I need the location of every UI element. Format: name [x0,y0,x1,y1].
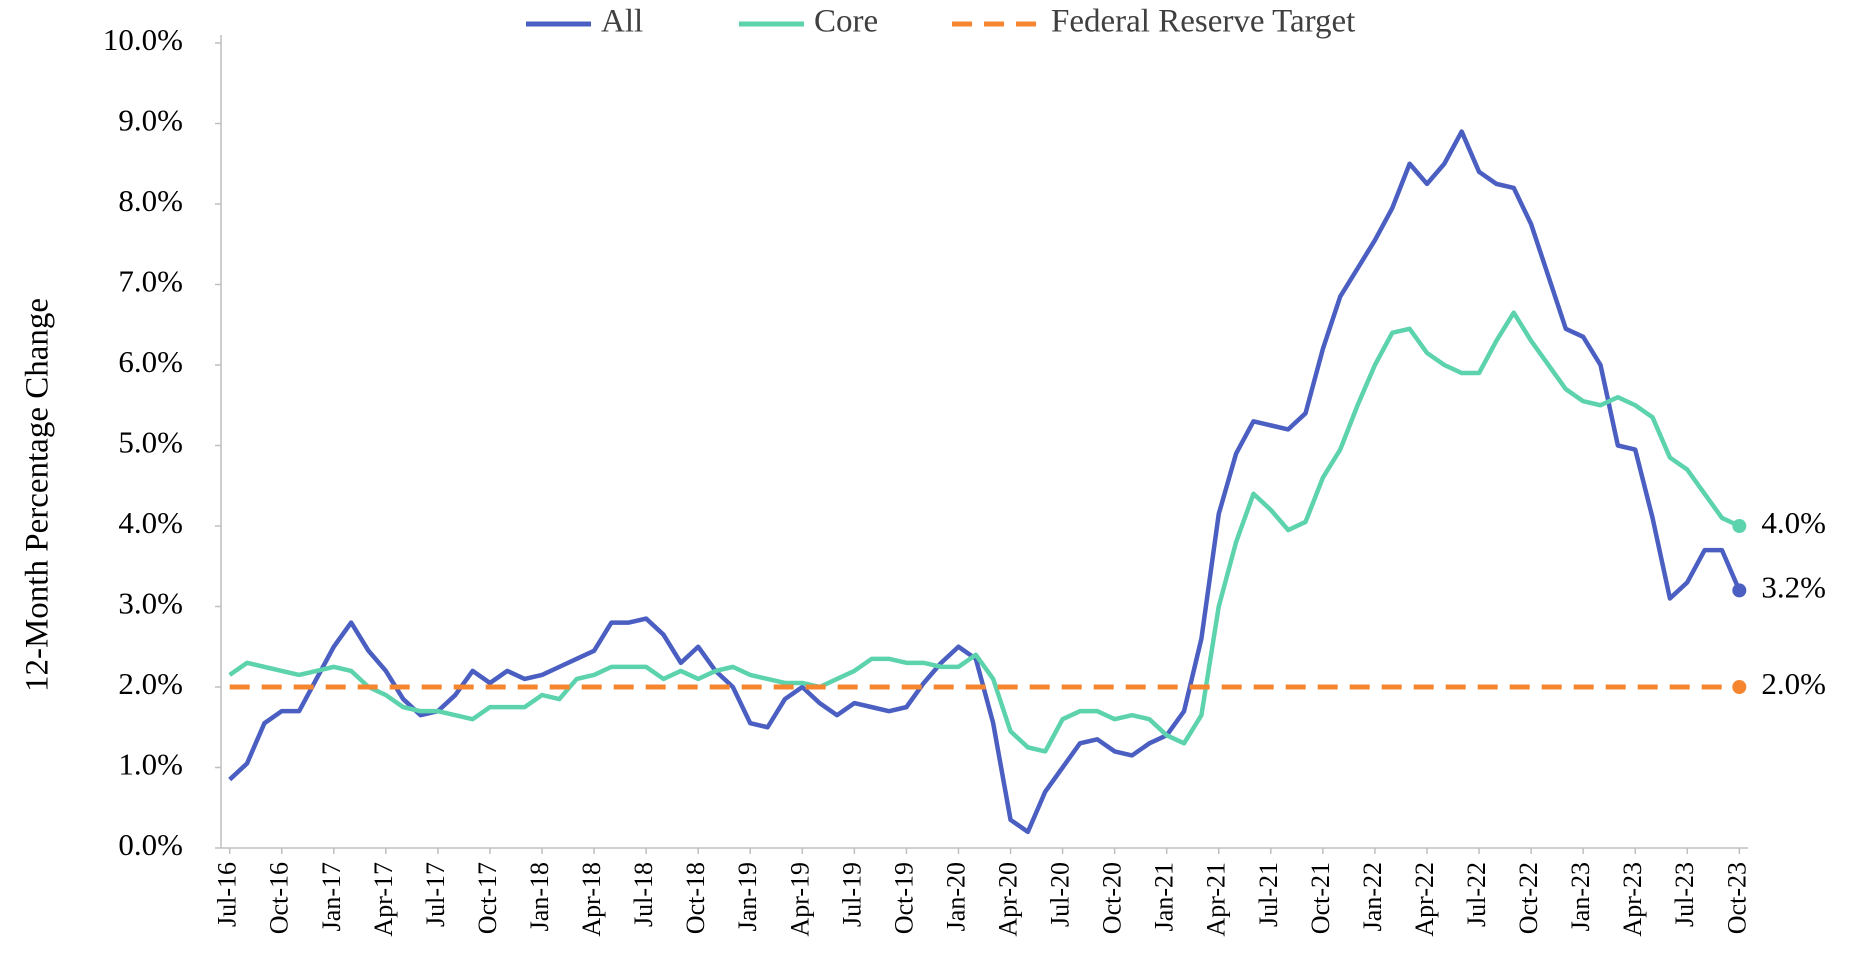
x-tick-label: Oct-21 [1306,862,1335,934]
y-tick-label: 6.0% [118,344,183,379]
x-tick-label: Jan-22 [1358,862,1387,931]
x-tick-label: Oct-20 [1098,862,1127,934]
x-tick-label: Apr-23 [1618,862,1647,937]
x-tick-label: Jul-17 [421,862,450,927]
x-tick-label: Oct-18 [681,862,710,934]
end-point [1732,519,1747,533]
legend-label: Federal Reserve Target [1051,4,1355,40]
x-tick-label: Apr-19 [785,862,814,937]
x-tick-label: Apr-17 [369,862,398,937]
x-tick-label: Oct-16 [265,862,294,934]
x-tick-label: Jul-22 [1462,862,1491,927]
x-tick-label: Oct-17 [473,862,502,934]
y-tick-label: 4.0% [118,505,183,540]
x-tick-label: Jan-20 [941,862,970,931]
x-tick-label: Jul-20 [1046,862,1075,927]
x-tick-label: Apr-18 [577,862,606,937]
x-tick-label: Jul-16 [213,862,242,927]
x-tick-label: Apr-22 [1410,862,1439,937]
legend-label: All [601,4,643,40]
y-tick-label: 10.0% [103,22,183,57]
x-tick-label: Jul-19 [837,862,866,927]
legend-label: Core [814,4,878,40]
y-tick-label: 3.0% [118,586,183,621]
y-tick-label: 0.0% [118,827,183,862]
y-tick-label: 7.0% [118,264,183,299]
end-point [1732,583,1747,598]
y-tick-label: 5.0% [118,425,183,460]
series-line [228,129,1742,835]
y-axis-label: 12-Month Percentage Change [20,298,56,692]
x-tick-label: Jul-21 [1254,862,1283,927]
x-tick-label: Apr-20 [993,862,1022,937]
end-label: 3.2% [1761,570,1826,605]
x-tick-label: Oct-22 [1514,862,1543,934]
x-tick-label: Oct-23 [1722,862,1751,934]
x-tick-label: Apr-21 [1202,862,1231,937]
x-tick-label: Oct-19 [889,862,918,934]
y-tick-label: 2.0% [118,666,183,701]
x-tick-label: Jan-23 [1566,862,1595,931]
x-tick-label: Jul-18 [629,862,658,927]
y-tick-label: 9.0% [118,103,183,138]
series-line [228,310,1741,754]
x-tick-label: Jan-19 [733,862,762,931]
end-label: 4.0% [1761,505,1826,540]
x-tick-label: Jan-18 [525,862,554,931]
x-tick-label: Jan-17 [317,862,346,931]
end-label: 2.0% [1761,666,1826,701]
y-tick-label: 8.0% [118,183,183,218]
x-tick-label: Jan-21 [1150,862,1179,931]
end-point [1732,680,1747,694]
x-tick-label: Jul-23 [1670,862,1699,927]
y-tick-label: 1.0% [118,747,183,782]
